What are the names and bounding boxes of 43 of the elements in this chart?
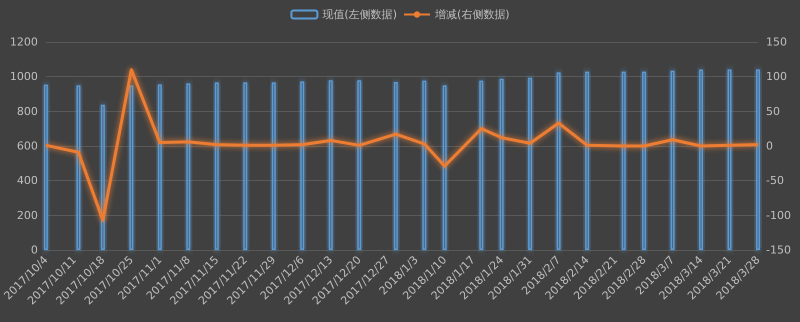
bar bbox=[670, 70, 675, 250]
bar bbox=[76, 85, 80, 250]
bar bbox=[699, 70, 704, 250]
bar bbox=[158, 84, 162, 250]
bar bbox=[300, 81, 304, 250]
bar bbox=[129, 85, 134, 250]
bar bbox=[728, 70, 732, 250]
bar bbox=[186, 83, 190, 250]
bar bbox=[214, 82, 219, 250]
bar bbox=[394, 82, 398, 250]
y2-tick-label: 150 bbox=[766, 36, 787, 48]
bar bbox=[585, 72, 590, 250]
bar bbox=[756, 70, 760, 250]
bar bbox=[272, 82, 276, 250]
bar bbox=[642, 72, 646, 250]
y2-tick-label: -150 bbox=[766, 244, 791, 256]
bar bbox=[442, 85, 447, 250]
bar bbox=[328, 80, 333, 250]
y-tick-label: 600 bbox=[16, 140, 38, 152]
y2-tick-label: -50 bbox=[766, 174, 784, 188]
y-tick-label: 400 bbox=[16, 174, 38, 188]
bar bbox=[422, 80, 426, 250]
bar bbox=[556, 72, 561, 250]
bar bbox=[500, 78, 504, 250]
bar bbox=[528, 78, 532, 250]
y2-tick-label: -100 bbox=[766, 208, 791, 222]
bar bbox=[243, 82, 248, 250]
legend-label: 现值(左侧数据) bbox=[322, 8, 398, 21]
y2-tick-label: 50 bbox=[766, 104, 780, 118]
y-tick-label: 800 bbox=[16, 104, 38, 118]
legend-label: 增减(右侧数据) bbox=[434, 8, 510, 21]
bar bbox=[100, 104, 105, 250]
y2-tick-label: 100 bbox=[766, 70, 787, 84]
y-tick-label: 200 bbox=[16, 208, 38, 222]
bar bbox=[479, 80, 484, 250]
y-tick-label: 1000 bbox=[10, 70, 38, 84]
bar bbox=[44, 84, 48, 250]
line-series bbox=[44, 68, 760, 222]
y-tick-label: 1200 bbox=[10, 36, 38, 48]
bar bbox=[357, 80, 362, 250]
y-tick-label: 0 bbox=[30, 244, 38, 256]
bar bbox=[622, 72, 626, 250]
y2-tick-label: 0 bbox=[766, 140, 773, 152]
